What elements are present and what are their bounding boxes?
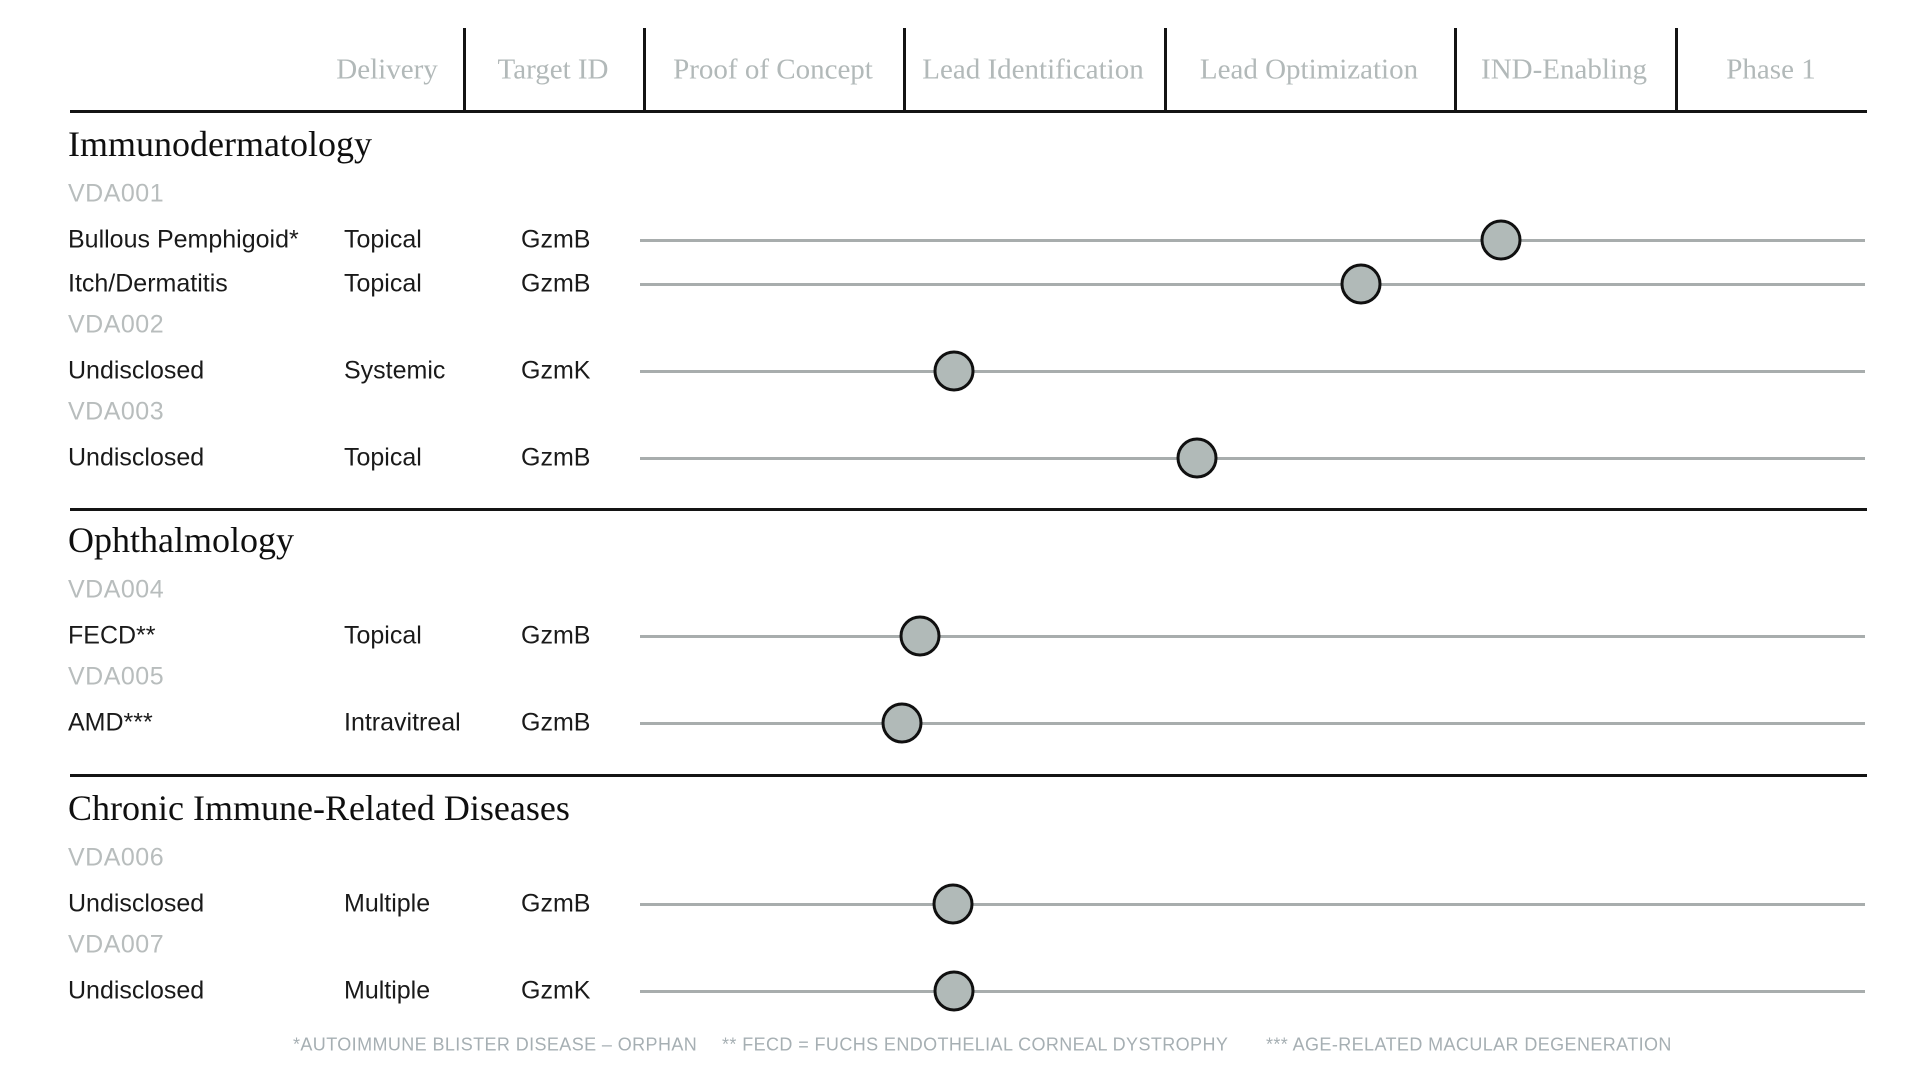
phase-column-header: Lead Optimization [1199, 53, 1419, 86]
stage-dot [933, 970, 975, 1012]
stage-track [640, 283, 1865, 286]
column-divider [643, 28, 646, 110]
footnote: *AUTOIMMUNE BLISTER DISEASE – ORPHAN [293, 1034, 698, 1055]
stage-track [640, 722, 1865, 725]
target-value: GzmB [521, 443, 591, 472]
program-code: VDA004 [68, 575, 165, 604]
column-divider [463, 28, 466, 110]
target-value: GzmB [521, 889, 591, 918]
phase-column-header: Delivery [336, 53, 438, 86]
disease-name: Bullous Pemphigoid* [68, 225, 299, 254]
delivery-value: Topical [344, 621, 422, 650]
phase-column-header: IND-Enabling [1481, 53, 1647, 86]
section-title: Immunodermatology [68, 124, 372, 164]
delivery-value: Topical [344, 443, 422, 472]
delivery-value: Multiple [344, 976, 431, 1005]
disease-name: FECD** [68, 621, 156, 650]
section-divider [70, 508, 1867, 511]
column-divider [1164, 28, 1167, 110]
section-divider [70, 774, 1867, 777]
delivery-value: Topical [344, 225, 422, 254]
column-divider [1675, 28, 1678, 110]
program-code: VDA006 [68, 843, 165, 872]
stage-dot [899, 615, 941, 657]
header-rule [70, 110, 1867, 113]
phase-column-header: Lead Identification [922, 53, 1144, 86]
disease-name: Undisclosed [68, 356, 205, 385]
stage-track [640, 635, 1865, 638]
target-value: GzmB [521, 708, 591, 737]
disease-name: Undisclosed [68, 889, 205, 918]
stage-track [640, 239, 1865, 242]
program-code: VDA005 [68, 662, 165, 691]
program-code: VDA002 [68, 310, 165, 339]
target-value: GzmB [521, 269, 591, 298]
program-code: VDA007 [68, 930, 165, 959]
phase-column-header: Proof of Concept [673, 53, 873, 86]
disease-name: Undisclosed [68, 443, 205, 472]
stage-track [640, 990, 1865, 993]
disease-name: Undisclosed [68, 976, 205, 1005]
stage-track [640, 903, 1865, 906]
delivery-value: Intravitreal [344, 708, 461, 737]
column-divider [1454, 28, 1457, 110]
stage-dot [1176, 437, 1218, 479]
column-divider [903, 28, 906, 110]
stage-track [640, 370, 1865, 373]
stage-dot [932, 883, 974, 925]
stage-dot [881, 702, 923, 744]
target-value: GzmB [521, 621, 591, 650]
stage-track [640, 457, 1865, 460]
delivery-value: Multiple [344, 889, 431, 918]
program-code: VDA003 [68, 397, 165, 426]
phase-column-header: Phase 1 [1726, 53, 1816, 86]
section-title: Chronic Immune-Related Diseases [68, 788, 570, 828]
stage-dot [933, 350, 975, 392]
stage-dot [1480, 219, 1522, 261]
footnote: ** FECD = FUCHS ENDOTHELIAL CORNEAL DYST… [722, 1034, 1229, 1055]
program-code: VDA001 [68, 179, 165, 208]
target-value: GzmK [521, 356, 591, 385]
disease-name: Itch/Dermatitis [68, 269, 228, 298]
delivery-value: Systemic [344, 356, 446, 385]
target-value: GzmB [521, 225, 591, 254]
phase-column-header: Target ID [497, 53, 609, 86]
footnote: *** AGE-RELATED MACULAR DEGENERATION [1266, 1034, 1672, 1055]
stage-dot [1340, 263, 1382, 305]
delivery-value: Topical [344, 269, 422, 298]
section-title: Ophthalmology [68, 520, 294, 560]
target-value: GzmK [521, 976, 591, 1005]
disease-name: AMD*** [68, 708, 153, 737]
